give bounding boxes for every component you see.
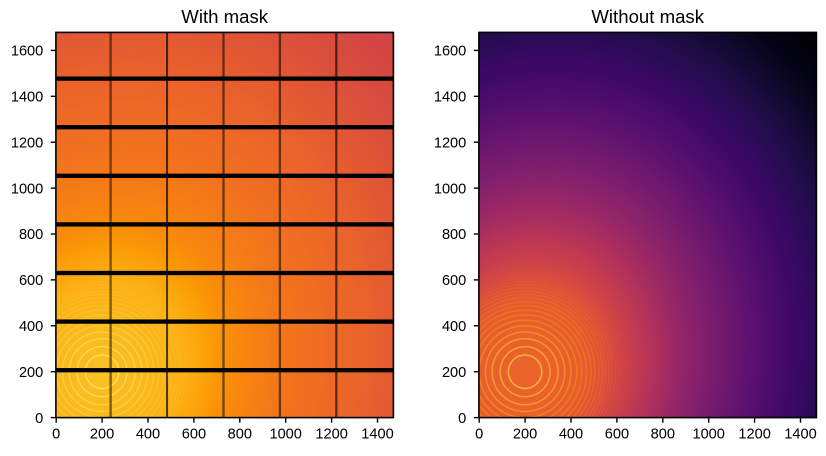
svg-text:800: 800: [651, 426, 675, 442]
svg-text:0: 0: [458, 411, 466, 427]
svg-text:1400: 1400: [434, 90, 466, 106]
svg-text:600: 600: [442, 273, 466, 289]
svg-text:0: 0: [52, 426, 60, 442]
svg-text:600: 600: [182, 426, 206, 442]
svg-text:1200: 1200: [738, 426, 770, 442]
svg-text:800: 800: [442, 227, 466, 243]
svg-text:Without mask: Without mask: [591, 6, 704, 27]
svg-text:400: 400: [559, 426, 583, 442]
svg-text:1000: 1000: [11, 181, 43, 197]
svg-text:1000: 1000: [692, 426, 724, 442]
svg-text:200: 200: [19, 365, 43, 381]
svg-text:800: 800: [228, 426, 252, 442]
svg-text:1600: 1600: [434, 44, 466, 60]
svg-text:1200: 1200: [11, 135, 43, 151]
svg-text:400: 400: [136, 426, 160, 442]
svg-text:1400: 1400: [361, 426, 393, 442]
svg-text:600: 600: [19, 273, 43, 289]
svg-text:200: 200: [90, 426, 114, 442]
svg-text:1600: 1600: [11, 44, 43, 60]
svg-text:800: 800: [19, 227, 43, 243]
svg-text:200: 200: [442, 365, 466, 381]
svg-text:0: 0: [35, 411, 43, 427]
svg-text:200: 200: [513, 426, 537, 442]
svg-text:400: 400: [442, 319, 466, 335]
svg-text:600: 600: [605, 426, 629, 442]
svg-text:1200: 1200: [434, 135, 466, 151]
svg-text:1200: 1200: [315, 426, 347, 442]
svg-text:1000: 1000: [269, 426, 301, 442]
svg-text:1000: 1000: [434, 181, 466, 197]
svg-text:400: 400: [19, 319, 43, 335]
svg-text:With mask: With mask: [181, 6, 268, 27]
svg-text:1400: 1400: [784, 426, 816, 442]
svg-text:0: 0: [475, 426, 483, 442]
svg-text:1400: 1400: [11, 90, 43, 106]
